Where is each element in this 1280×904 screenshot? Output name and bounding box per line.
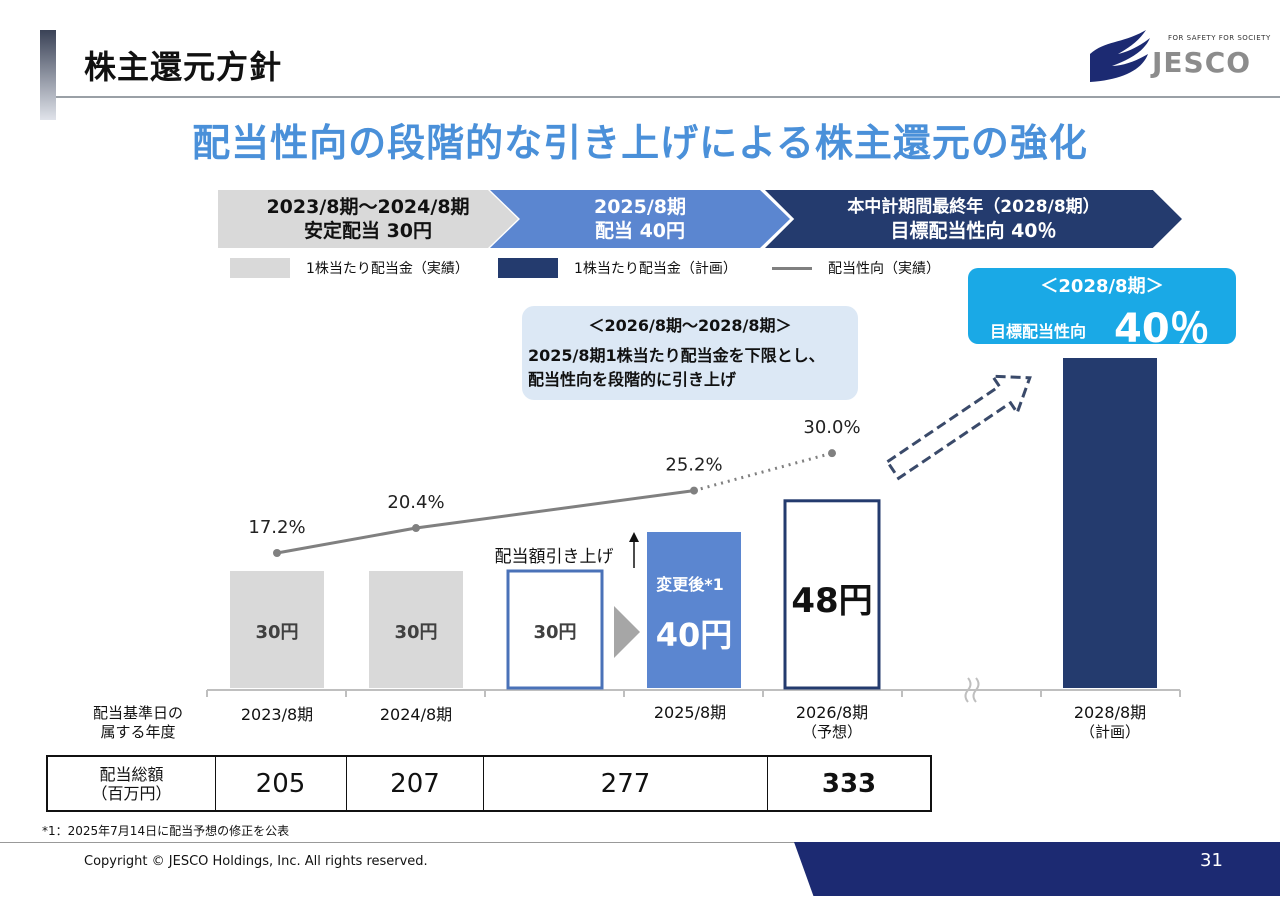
logo-tagline: FOR SAFETY FOR SOCIETY — [1168, 34, 1271, 42]
payout-label-2023: 17.2% — [248, 517, 305, 538]
copyright: Copyright © JESCO Holdings, Inc. All rig… — [84, 854, 428, 869]
total-dividend-table: 配当総額 （百万円） 205 207 277 333 — [46, 755, 932, 812]
footnote: *1：2025年7月14日に配当予想の修正を公表 — [42, 824, 290, 838]
banner-line1: 本中計期間最終年（2028/8期） — [847, 197, 1100, 217]
category-2025: 2025/8期 — [654, 703, 726, 722]
bar-2025-after — [647, 532, 741, 688]
table-cell-2026: 333 — [821, 768, 877, 799]
payout-label-2025: 25.2% — [665, 455, 722, 476]
callout-line2: 配当性向を段階的に引き上げ — [528, 370, 737, 389]
legend-swatch-actual — [230, 258, 290, 278]
legend-label-plan: 1株当たり配当金（計画） — [574, 261, 737, 277]
payout-point-2026 — [828, 449, 836, 458]
bar-2026 — [783, 499, 881, 690]
payout-point-2023 — [273, 549, 281, 557]
legend-label-ratio: 配当性向（実績） — [828, 261, 940, 277]
jesco-logo-icon — [1090, 30, 1150, 82]
category-2026-note: （予想） — [802, 723, 862, 741]
category-axis-label-line1: 配当基準日の — [93, 704, 183, 722]
callout-line1: 2025/8期1株当たり配当金を下限とし、 — [528, 346, 825, 365]
dividend-chart: 30円 30円 30円 変更後*1 40円 48円 配当額引き上げ 17.2% … — [93, 358, 1181, 741]
bar-2023 — [230, 571, 324, 688]
banner-line2: 目標配当性向 40％ — [890, 220, 1057, 242]
raise-annotation: 配当額引き上げ — [495, 547, 614, 567]
callout-heading: ＜2026/8期～2028/8期＞ — [588, 316, 792, 335]
category-2028-note: （計画） — [1080, 723, 1140, 741]
payout-line-actual — [276, 489, 695, 555]
axis-break-mark — [964, 677, 972, 703]
target-label: 目標配当性向 — [990, 322, 1087, 341]
bar-2024 — [369, 571, 463, 688]
logo-name: JESCO — [1152, 46, 1252, 79]
category-2024: 2024/8期 — [380, 705, 452, 724]
category-2023: 2023/8期 — [241, 705, 313, 724]
table-header-line2: （百万円） — [91, 783, 172, 803]
bar-2028 — [1063, 358, 1157, 688]
bar-label-2025-before: 30円 — [533, 622, 576, 643]
bar-label-2023: 30円 — [255, 622, 298, 643]
bar-note-2025-after: 変更後*1 — [656, 575, 724, 594]
legend-plan: 1株当たり配当金（計画） — [498, 257, 737, 279]
table-header-cell: 配当総額 （百万円） — [48, 757, 216, 810]
footer-band — [794, 842, 1280, 896]
legend-swatch-plan — [498, 258, 558, 278]
banner-line2: 配当 40円 — [594, 220, 686, 242]
payout-point-2025 — [690, 486, 698, 495]
legend-actual: 1株当たり配当金（実績） — [230, 257, 469, 279]
target-heading: ＜2028/8期＞ — [1040, 276, 1164, 297]
payout-line-forecast — [693, 451, 833, 493]
payout-point-2024 — [412, 524, 420, 533]
transition-arrow-icon — [614, 606, 640, 658]
axis-break-mark — [972, 677, 980, 703]
category-2028: 2028/8期 — [1074, 703, 1146, 722]
banner-2023-2024: 2023/8期～2024/8期 安定配当 30円 — [218, 190, 518, 248]
payout-label-2026: 30.0% — [803, 417, 860, 438]
table-cell-2023: 205 — [215, 757, 347, 810]
banner-line1: 2023/8期～2024/8期 — [266, 196, 470, 218]
target-box — [968, 268, 1236, 344]
payout-label-2024: 20.4% — [387, 492, 444, 513]
callout-body: 2025/8期1株当たり配当金を下限とし、 配当性向を段階的に引き上げ — [528, 344, 858, 392]
legend-ratio: 配当性向（実績） — [772, 257, 940, 279]
page-number: 31 — [1200, 850, 1223, 871]
bar-label-2026: 48円 — [791, 581, 872, 621]
raise-arrowhead-icon — [629, 532, 639, 542]
banner-2025: 2025/8期 配当 40円 — [490, 190, 790, 248]
banner-2028: 本中計期間最終年（2028/8期） 目標配当性向 40％ — [765, 190, 1182, 248]
footer-divider — [0, 842, 1280, 843]
table-header-line1: 配当総額 — [99, 764, 164, 784]
page-subtitle: 配当性向の段階的な引き上げによる株主還元の強化 — [192, 121, 1088, 165]
target-arrow-icon — [885, 374, 1032, 481]
target-value: 40％ — [1114, 306, 1210, 352]
page-title: 株主還元方針 — [84, 48, 283, 86]
bar-label-2025-after: 40円 — [656, 616, 733, 654]
policy-callout — [522, 306, 858, 400]
banner-line1: 2025/8期 — [593, 196, 687, 218]
table-cell-2024: 207 — [347, 757, 484, 810]
legend-swatch-ratio — [772, 266, 812, 270]
category-2026: 2026/8期 — [796, 703, 868, 722]
bar-label-2024: 30円 — [394, 622, 437, 643]
title-divider — [56, 96, 1280, 98]
category-axis-label-line2: 属する年度 — [100, 723, 175, 741]
legend-label-actual: 1株当たり配当金（実績） — [306, 261, 469, 277]
table-cell-2025: 277 — [484, 757, 768, 810]
banner-line2: 安定配当 30円 — [303, 220, 433, 242]
bar-2025-before — [506, 569, 604, 690]
title-accent-bar — [40, 30, 56, 120]
